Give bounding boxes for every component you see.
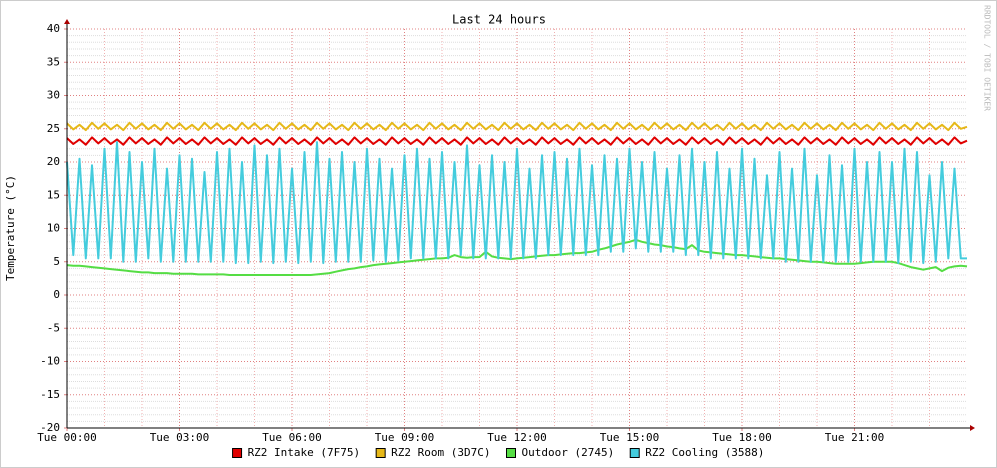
x-tick-label: Tue 09:00 [375, 431, 435, 444]
legend-item: RZ2 Cooling (3588) [629, 446, 764, 459]
y-tick-label: -10 [40, 355, 60, 368]
chart-title: Last 24 hours [452, 13, 546, 27]
x-arrow [970, 425, 975, 431]
y-tick-label: 30 [47, 89, 60, 102]
y-arrow [64, 19, 70, 24]
legend-label: RZ2 Room (3D7C) [391, 446, 490, 459]
y-tick-label: 0 [53, 288, 60, 301]
watermark: RRDTOOL / TOBI OETIKER [983, 5, 992, 111]
legend-item: RZ2 Room (3D7C) [375, 446, 491, 459]
legend-label: RZ2 Intake (7F75) [248, 446, 361, 459]
x-tick-label: Tue 21:00 [825, 431, 885, 444]
y-tick-label: -20 [40, 421, 60, 434]
series-line [66, 136, 968, 146]
legend-item: RZ2 Intake (7F75) [232, 446, 361, 459]
y-tick-label: 5 [53, 255, 60, 268]
legend-label: RZ2 Cooling (3588) [645, 446, 764, 459]
x-tick-label: Tue 12:00 [487, 431, 547, 444]
legend-swatch [629, 448, 640, 458]
y-axis-label: Temperature (°C) [4, 175, 17, 281]
x-tick-label: Tue 03:00 [150, 431, 210, 444]
legend: RZ2 Intake (7F75) RZ2 Room (3D7C) Outdoor … [232, 446, 764, 459]
y-tick-label: 35 [47, 55, 60, 68]
x-tick-label: Tue 15:00 [600, 431, 660, 444]
y-tick-label: 25 [47, 122, 60, 135]
legend-swatch [506, 448, 516, 458]
y-tick-label: 20 [47, 155, 60, 168]
series-line [66, 141, 967, 265]
series-line [66, 238, 968, 276]
legend-swatch [375, 448, 386, 458]
plot [66, 121, 968, 276]
y-tick-label: -5 [47, 321, 60, 334]
x-tick-label: Tue 06:00 [262, 431, 322, 444]
x-tick-label: Tue 18:00 [712, 431, 772, 444]
y-tick-label: 10 [47, 222, 60, 235]
legend-label: Outdoor (2745) [522, 446, 615, 459]
y-tick-label: 40 [47, 22, 60, 35]
y-tick-label: 15 [47, 188, 60, 201]
legend-swatch [232, 448, 243, 458]
legend-item: Outdoor (2745) [506, 446, 615, 459]
axes [64, 19, 975, 431]
series-line [66, 121, 968, 132]
x-tick-label: Tue 00:00 [37, 431, 97, 444]
y-tick-label: -15 [40, 388, 60, 401]
